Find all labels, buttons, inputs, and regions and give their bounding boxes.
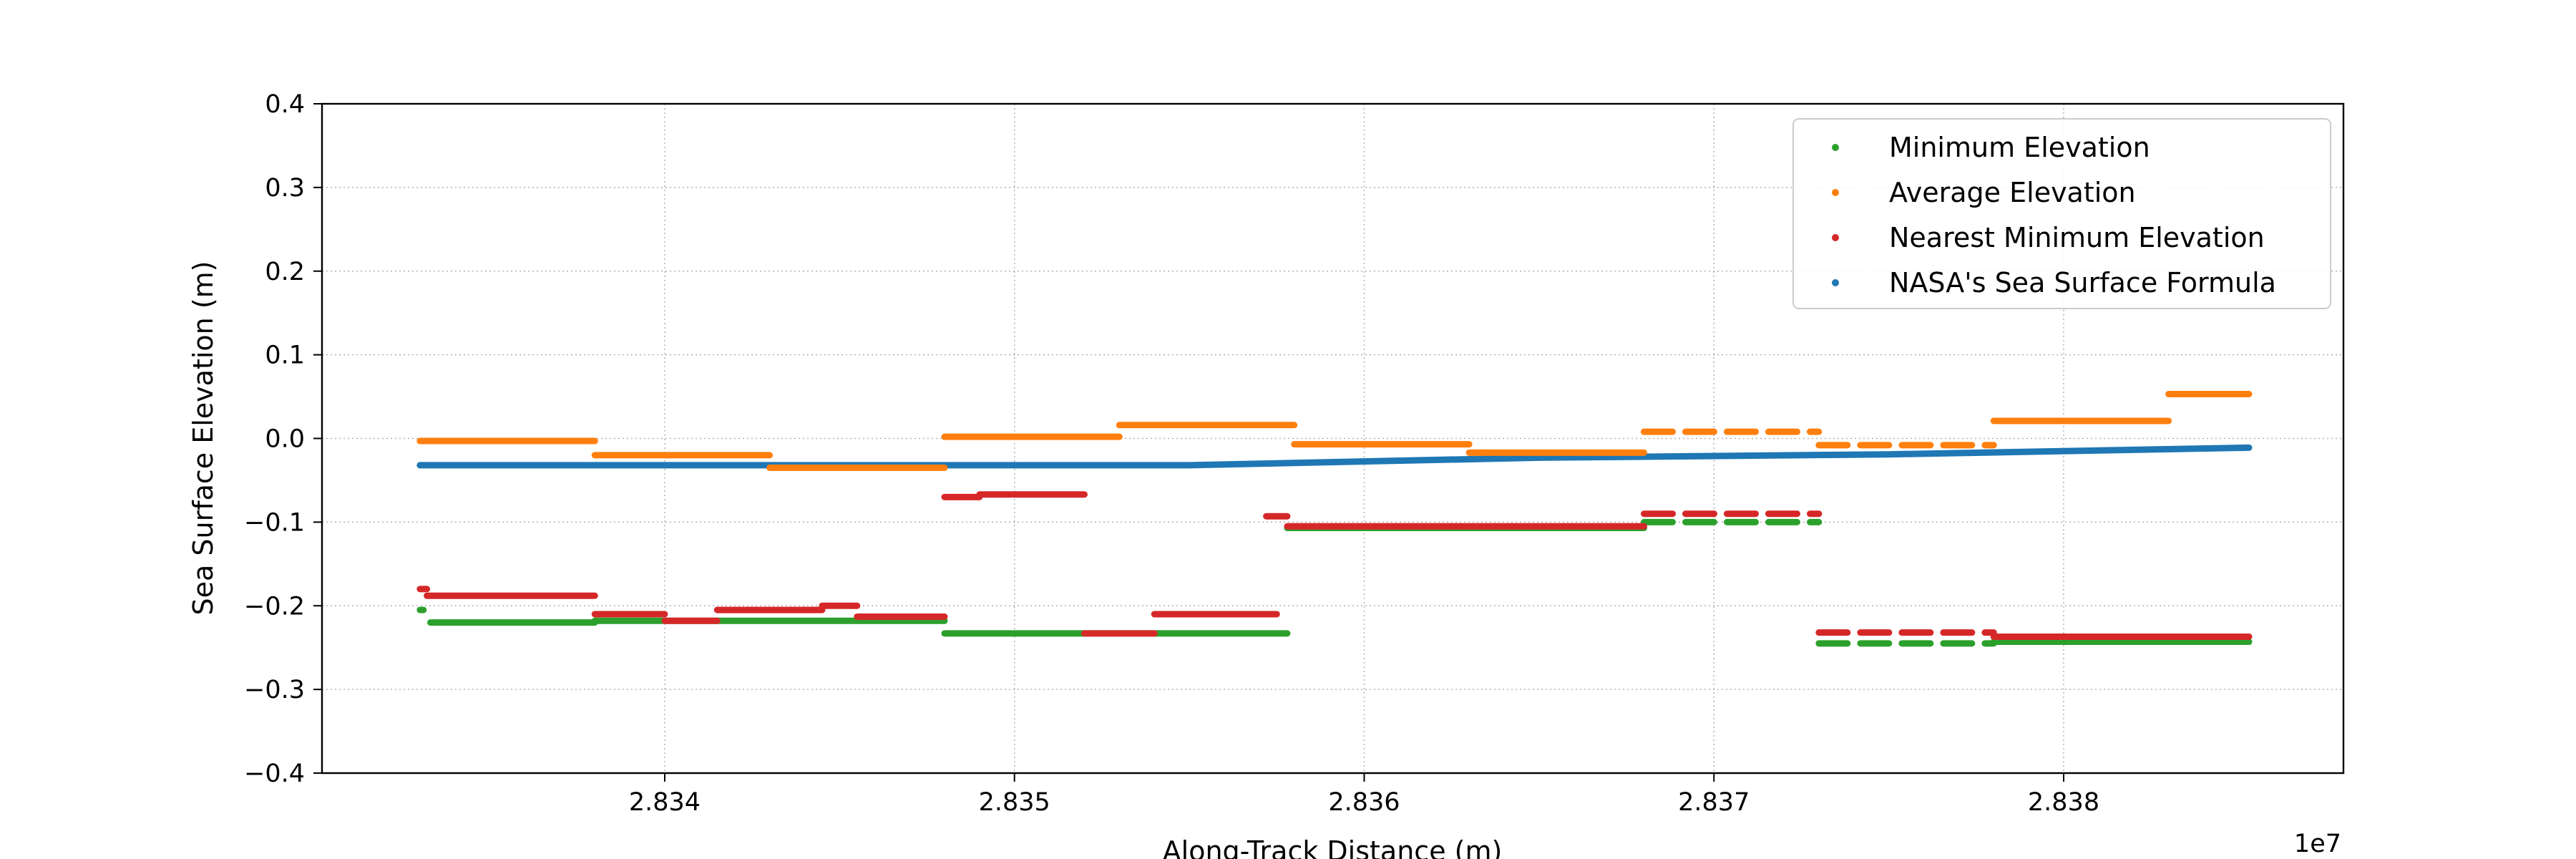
y-tick-label: 0.0 [265,425,305,454]
x-axis: 2.834 2.835 2.836 2.837 2.838 [629,773,2099,817]
legend-marker [1832,234,1839,241]
y-tick-label: 0.1 [265,341,305,370]
x-tick-label: 2.838 [2028,788,2099,817]
legend-marker [1832,279,1839,286]
series-nearest-minimum-elevation [416,491,2253,640]
legend-marker [1832,144,1839,151]
legend: Minimum Elevation Average Elevation Neares… [1792,118,2331,309]
y-tick-label: 0.3 [265,174,305,203]
legend-label: Minimum Elevation [1889,132,2150,163]
legend-label: Average Elevation [1889,177,2136,208]
y-tick-label: −0.3 [244,676,305,704]
legend-box [1792,118,2331,309]
series-average-elevation [416,391,2253,471]
y-tick-label: −0.4 [244,759,305,788]
legend-marker [1832,189,1839,196]
y-axis: −0.4 −0.3 −0.2 −0.1 0.0 0.1 0.2 0.3 0.4 [244,90,322,788]
series-minimum-elevation [416,518,2253,647]
x-tick-label: 2.834 [629,788,701,817]
y-tick-label: −0.2 [244,592,305,621]
x-tick-label: 2.836 [1328,788,1400,817]
x-axis-label: Along-Track Distance (m) [1163,835,1503,859]
legend-label: NASA's Sea Surface Formula [1889,267,2276,299]
x-tick-label: 2.835 [979,788,1050,817]
y-tick-label: 0.2 [265,258,305,286]
y-axis-label: Sea Surface Elevation (m) [187,261,219,616]
x-offset-label: 1e7 [2294,830,2341,858]
y-tick-label: 0.4 [265,90,305,119]
data-points [416,391,2253,647]
x-tick-label: 2.837 [1678,788,1750,817]
legend-label: Nearest Minimum Elevation [1889,222,2265,253]
y-tick-label: −0.1 [244,508,305,537]
